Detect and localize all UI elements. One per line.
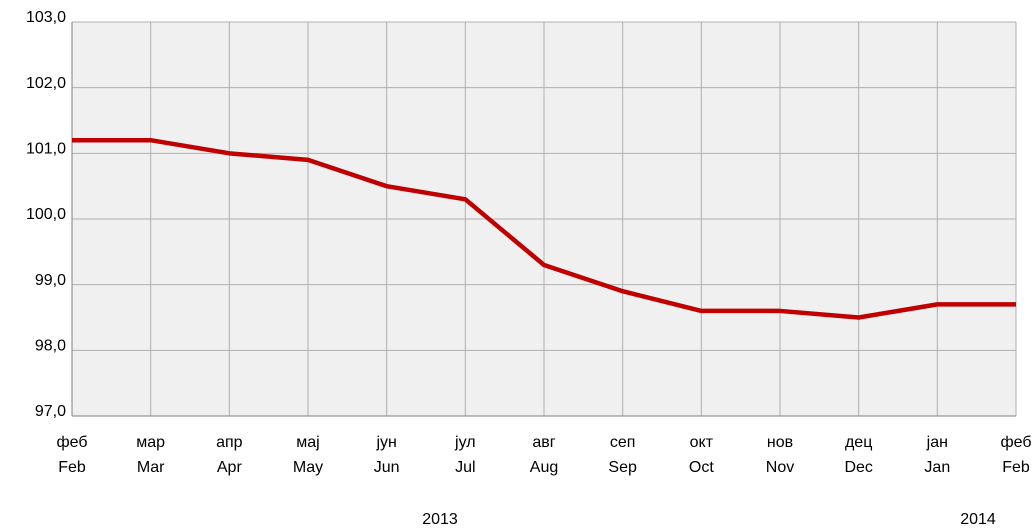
- x-tick-label: Oct: [689, 459, 714, 476]
- x-tick-label: Jan: [924, 459, 950, 476]
- x-tick-label-sr: сеп: [610, 434, 636, 451]
- x-tick-label: Apr: [217, 459, 243, 476]
- x-tick-label-sr: апр: [216, 434, 243, 451]
- line-series: [72, 137, 1016, 320]
- x-tick-label-sr: феб: [1000, 434, 1031, 451]
- y-tick-label: 99,0: [35, 272, 66, 289]
- x-tick-label: Nov: [766, 459, 794, 476]
- x-tick-label-sr: јун: [375, 434, 396, 451]
- x-tick-label-sr: дец: [845, 434, 872, 451]
- year-label: 2013: [422, 511, 458, 528]
- y-tick-label: 100,0: [26, 206, 66, 223]
- y-tick-label: 102,0: [26, 75, 66, 92]
- x-tick-label-sr: мар: [136, 434, 165, 451]
- y-tick-label: 101,0: [26, 141, 66, 158]
- x-tick-label-sr: јул: [454, 434, 476, 451]
- x-tick-label-sr: авг: [532, 434, 555, 451]
- x-tick-label: Dec: [844, 459, 872, 476]
- x-tick-label-sr: окт: [690, 434, 714, 451]
- x-tick-label: Jun: [374, 459, 400, 476]
- year-label: 2014: [960, 511, 996, 528]
- y-tick-label: 98,0: [35, 338, 66, 355]
- x-tick-label-sr: нов: [767, 434, 793, 451]
- y-tick-label: 97,0: [35, 403, 66, 420]
- x-tick-label-sr: мај: [296, 434, 319, 451]
- x-tick-label: Sep: [608, 459, 637, 476]
- x-tick-label-sr: јан: [926, 434, 948, 451]
- x-tick-label-sr: феб: [56, 434, 87, 451]
- x-tick-label: Mar: [137, 459, 165, 476]
- x-tick-label: Jul: [455, 459, 475, 476]
- y-tick-label: 103,0: [26, 9, 66, 26]
- x-tick-label: Feb: [1002, 459, 1030, 476]
- x-tick-label: Aug: [530, 459, 558, 476]
- x-tick-label: Feb: [58, 459, 86, 476]
- x-tick-label: May: [293, 459, 323, 476]
